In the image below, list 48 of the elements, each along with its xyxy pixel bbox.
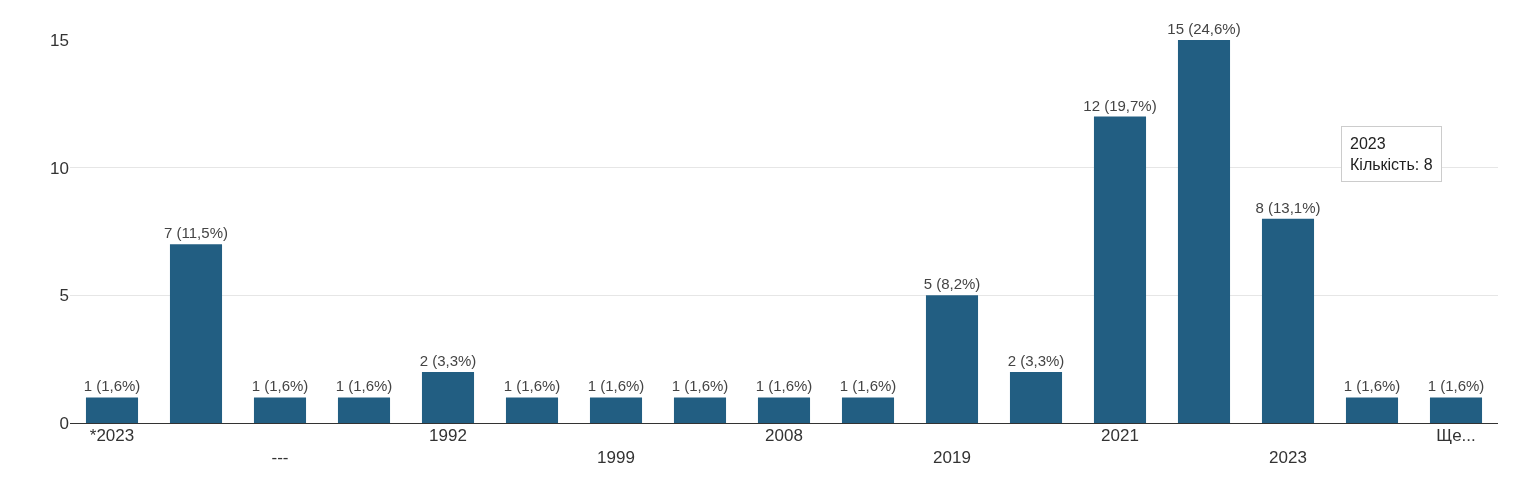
data-label: 15 (24,6%): [1167, 20, 1241, 37]
data-label: 1 (1,6%): [503, 377, 561, 395]
x-tick-label: 1992: [429, 426, 467, 445]
bar: [1009, 371, 1063, 423]
x-tick-label: 2008: [765, 426, 803, 445]
data-label: 7 (11,5%): [164, 224, 228, 242]
bar: [85, 397, 139, 423]
y-tick-label: 10: [50, 158, 69, 178]
x-tick-label: 1999: [597, 448, 635, 468]
bar: [757, 397, 811, 423]
data-label: 1 (1,6%): [587, 377, 645, 395]
data-label: 2 (3,3%): [1007, 351, 1065, 369]
data-label: 1 (1,6%): [1343, 377, 1401, 395]
bar: [253, 397, 307, 423]
data-label: 1 (1,6%): [335, 377, 393, 395]
data-label: 1 (1,6%): [755, 377, 813, 395]
y-tick-label: 15: [50, 30, 69, 50]
bar: [337, 397, 391, 423]
bar: [589, 397, 643, 423]
bar: [505, 397, 559, 423]
data-label: 2 (3,3%): [419, 351, 477, 369]
x-tick-label: ---: [271, 448, 289, 468]
data-label: 1 (1,6%): [251, 377, 309, 395]
x-tick-label: 2023: [1269, 448, 1307, 468]
bar: [1345, 397, 1399, 423]
bar: [1093, 116, 1147, 423]
x-tick-label: 2019: [933, 448, 971, 468]
bar: [1429, 397, 1483, 423]
bar: [925, 295, 979, 423]
x-tick-label: *2023: [89, 426, 135, 445]
bar: [1177, 40, 1231, 423]
bar: [421, 371, 475, 423]
y-tick-label: 5: [59, 286, 69, 306]
y-tick-label: 0: [59, 413, 69, 433]
bar: [169, 244, 223, 423]
data-label: 5 (8,2%): [923, 275, 981, 293]
data-label: 1 (1,6%): [671, 377, 729, 395]
bar: [673, 397, 727, 423]
x-tick-label: Ще...: [1436, 426, 1476, 445]
data-label: 8 (13,1%): [1255, 198, 1321, 216]
data-label: 1 (1,6%): [1427, 377, 1485, 395]
data-label: 12 (19,7%): [1083, 96, 1157, 114]
bar: [841, 397, 895, 423]
annotation: 2023 Кількість: 8: [1350, 135, 1433, 173]
data-label: 1 (1,6%): [83, 377, 141, 395]
data-label: 1 (1,6%): [839, 377, 897, 395]
bar: [1261, 218, 1315, 423]
x-tick-label: 2021: [1101, 426, 1139, 445]
